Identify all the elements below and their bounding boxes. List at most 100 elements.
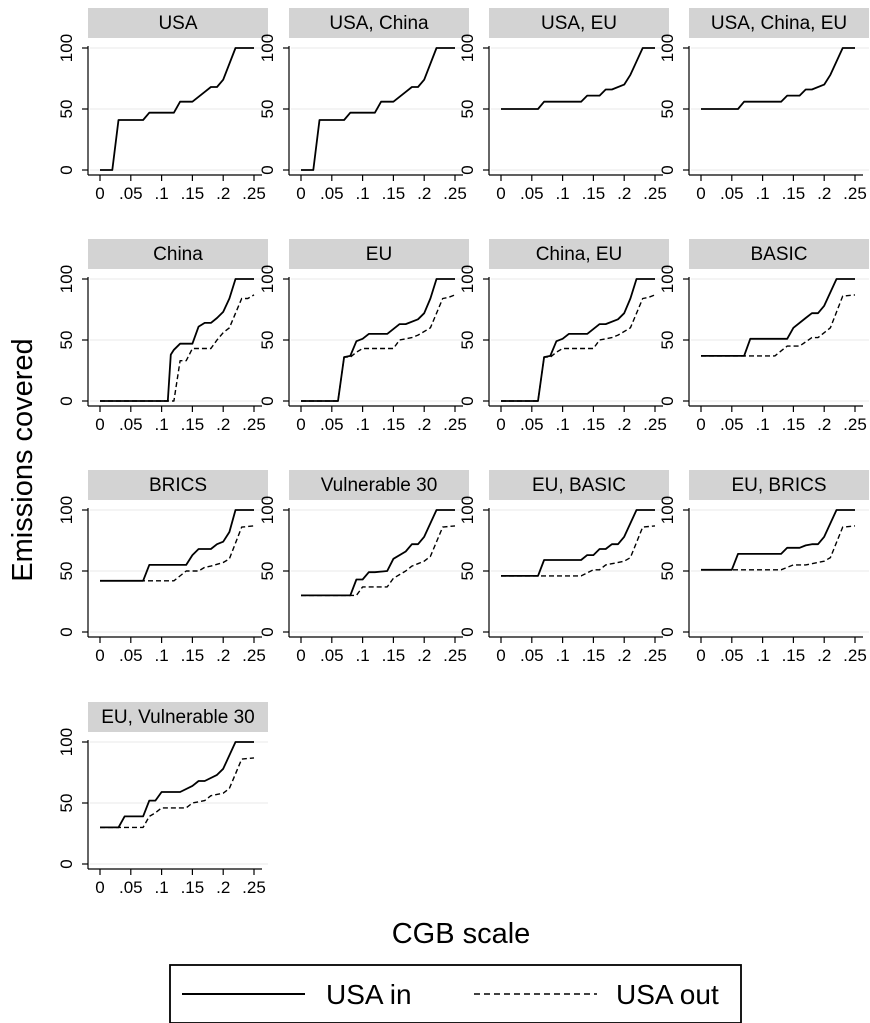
y-tick-label: 0 <box>258 396 277 405</box>
x-tick-label: .1 <box>556 646 570 665</box>
x-tick-label: .1 <box>356 415 370 434</box>
x-tick-label: .15 <box>782 184 806 203</box>
legend-label-usa-in: USA in <box>326 979 412 1010</box>
x-tick-label: .05 <box>119 646 143 665</box>
series-line-usa-in <box>501 509 655 577</box>
y-tick-label: 50 <box>57 331 76 350</box>
y-tick-label: 50 <box>658 100 677 119</box>
y-tick-label: 100 <box>658 496 677 524</box>
panel-brics: BRICS 0 50 100 0 .05 .1 .15 .2 .25 <box>57 470 268 665</box>
series-line-usa-out <box>100 294 255 402</box>
x-tick-label: .25 <box>843 184 867 203</box>
x-tick-label: .25 <box>643 184 667 203</box>
x-tick-label: .15 <box>181 878 205 897</box>
x-tick-label: .15 <box>181 184 205 203</box>
y-tick-label: 100 <box>258 496 277 524</box>
panel-title: USA <box>158 13 197 34</box>
panel-eu-basic: EU, BASIC 0 50 100 0 .05 .1 .15 .2 .25 <box>458 470 669 665</box>
x-tick-label: .1 <box>155 878 169 897</box>
series-line-usa-out <box>100 525 255 582</box>
panel-eu-brics: EU, BRICS 0 50 100 0 .05 .1 .15 .2 .25 <box>658 470 869 665</box>
x-tick-label: .15 <box>382 646 406 665</box>
x-tick-label: .2 <box>216 415 230 434</box>
panel-title-strip <box>88 239 268 269</box>
x-tick-label: .1 <box>756 415 770 434</box>
y-tick-label: 50 <box>658 331 677 350</box>
panel-title: USA, China, EU <box>711 13 847 34</box>
y-tick-label: 50 <box>57 562 76 581</box>
panel-eu-vulnerable-30: EU, Vulnerable 30 0 50 100 0 .05 .1 .15 .2 .25 <box>57 702 268 897</box>
panel-title-strip <box>88 702 268 732</box>
y-tick-label: 0 <box>658 396 677 405</box>
x-tick-label: .1 <box>155 646 169 665</box>
x-tick-label: .2 <box>817 646 831 665</box>
y-tick-label: 100 <box>57 34 76 62</box>
x-tick-label: .05 <box>320 415 344 434</box>
x-tick-label: 0 <box>696 184 705 203</box>
panels: USA 0 50 100 0 .05 .1 .15 .2 .25 USA, China 0 50 100 0… <box>57 8 869 897</box>
y-tick-label: 100 <box>458 496 477 524</box>
x-tick-label: .05 <box>520 184 544 203</box>
series-line-usa-in <box>501 278 655 402</box>
series-line-usa-out <box>701 294 856 357</box>
y-tick-label: 50 <box>258 562 277 581</box>
x-tick-label: .25 <box>242 878 266 897</box>
x-tick-label: .15 <box>582 184 606 203</box>
panel-title: USA, China <box>329 13 429 34</box>
x-tick-label: 0 <box>496 184 505 203</box>
series-line-usa-out <box>100 757 255 829</box>
panel-title: EU <box>366 244 392 265</box>
x-tick-label: .05 <box>720 646 744 665</box>
x-tick-label: .15 <box>782 415 806 434</box>
series-line-usa-out <box>501 525 656 577</box>
series-line-usa-out <box>501 294 656 402</box>
x-tick-label: 0 <box>696 415 705 434</box>
panel-title: China, EU <box>536 244 623 265</box>
x-tick-label: .2 <box>216 646 230 665</box>
y-tick-label: 100 <box>258 265 277 293</box>
panel-china-eu: China, EU 0 50 100 0 .05 .1 .15 .2 .25 <box>458 239 669 434</box>
x-tick-label: .2 <box>617 184 631 203</box>
panel-title: BASIC <box>750 244 807 265</box>
panel-usa-china-eu: USA, China, EU 0 50 100 0 .05 .1 .15 .2 .25 <box>658 8 869 203</box>
x-tick-label: .25 <box>643 646 667 665</box>
x-tick-label: 0 <box>696 646 705 665</box>
series-line-usa-in <box>301 509 455 597</box>
x-tick-label: .2 <box>417 646 431 665</box>
x-axis-title: CGB scale <box>392 918 531 950</box>
x-tick-label: .2 <box>216 878 230 897</box>
panel-usa: USA 0 50 100 0 .05 .1 .15 .2 .25 <box>57 8 268 203</box>
x-tick-label: .25 <box>843 646 867 665</box>
panel-usa-china: USA, China 0 50 100 0 .05 .1 .15 .2 .25 <box>258 8 469 203</box>
series-line-usa-in <box>701 278 855 357</box>
panel-title-strip <box>489 239 669 269</box>
series-line-usa-in <box>701 47 855 110</box>
y-tick-label: 50 <box>458 100 477 119</box>
x-tick-label: .05 <box>119 184 143 203</box>
y-tick-label: 100 <box>57 496 76 524</box>
y-tick-label: 100 <box>458 265 477 293</box>
x-tick-label: 0 <box>95 646 104 665</box>
panel-title: BRICS <box>149 475 207 496</box>
panel-title: Vulnerable 30 <box>321 475 438 496</box>
series-line-usa-in <box>301 278 455 402</box>
panel-title-strip <box>289 239 469 269</box>
y-tick-label: 50 <box>57 100 76 119</box>
series-line-usa-out <box>301 525 456 597</box>
panel-title-strip <box>689 8 869 38</box>
panel-title-strip <box>489 470 669 500</box>
panel-title: USA, EU <box>541 13 617 34</box>
y-tick-label: 0 <box>658 165 677 174</box>
x-tick-label: .1 <box>356 184 370 203</box>
panel-title-strip <box>489 8 669 38</box>
x-tick-label: .25 <box>443 415 467 434</box>
x-tick-label: .2 <box>617 415 631 434</box>
y-tick-label: 0 <box>258 165 277 174</box>
x-tick-label: 0 <box>95 184 104 203</box>
series-line-usa-out <box>701 525 856 571</box>
panel-title-strip <box>689 470 869 500</box>
x-tick-label: .15 <box>782 646 806 665</box>
x-tick-label: .05 <box>520 415 544 434</box>
panel-title: China <box>153 244 203 265</box>
